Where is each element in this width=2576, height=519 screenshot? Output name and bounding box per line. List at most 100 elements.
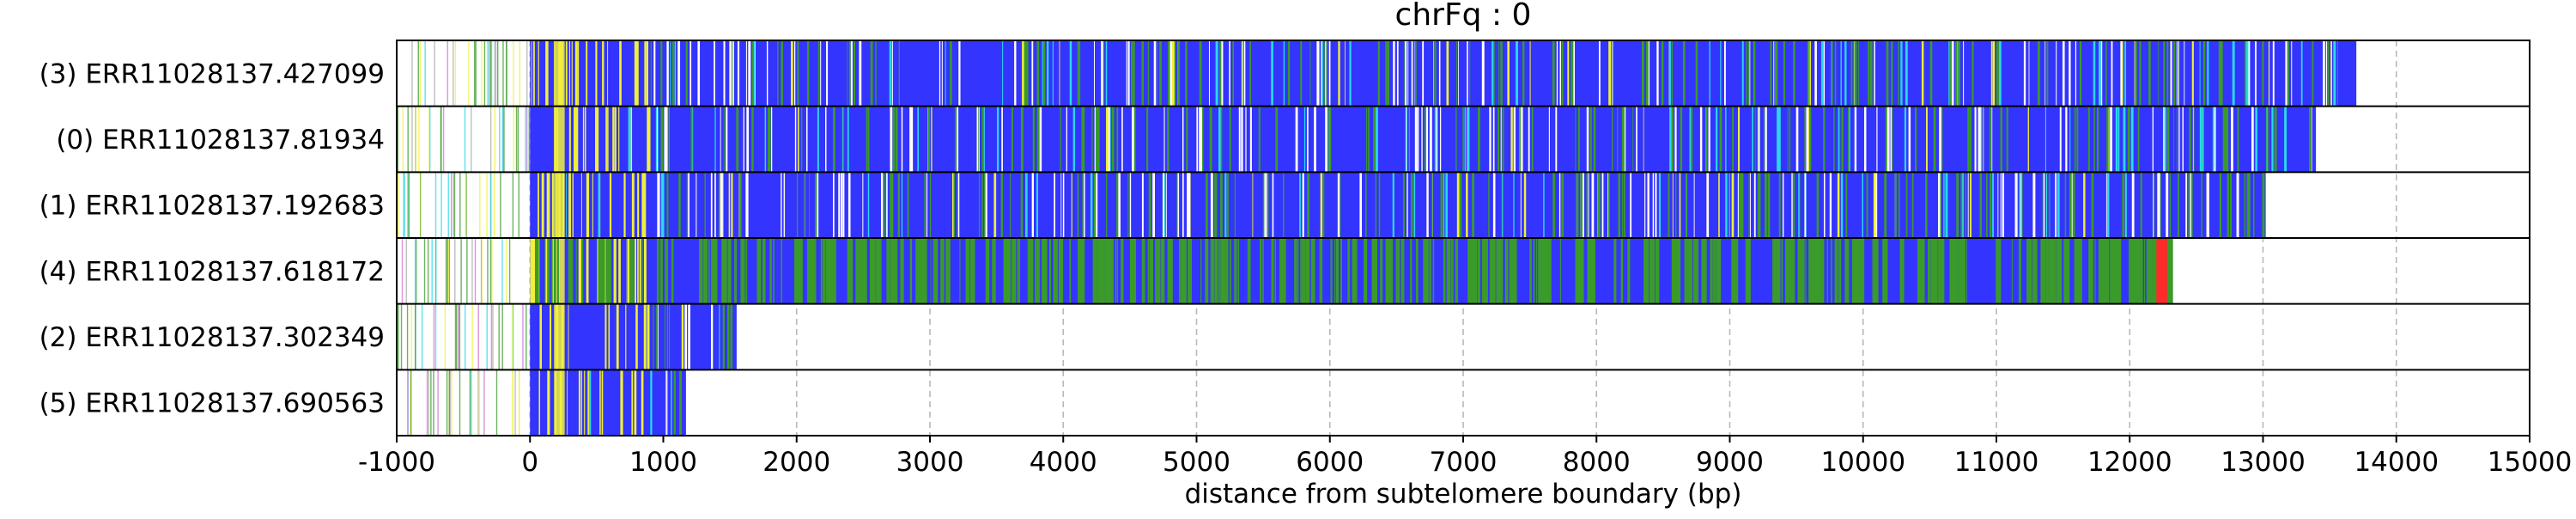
read-segment [1058, 238, 1064, 304]
read-body [530, 40, 2357, 107]
read-segment [1618, 172, 1621, 238]
read-segment [448, 369, 451, 436]
read-segment [1713, 238, 1716, 304]
read-segment [1318, 40, 1320, 107]
read-segment [1498, 238, 1504, 304]
read-segment [1513, 106, 1516, 173]
read-segment [854, 40, 855, 107]
read-segment [598, 172, 601, 238]
read-segment [900, 238, 904, 304]
read-segment [608, 303, 611, 370]
read-segment [411, 40, 413, 107]
read-segment [1837, 172, 1840, 238]
read-segment [1838, 106, 1840, 173]
read-segment [794, 106, 797, 173]
read-segment [1234, 172, 1236, 238]
read-segment [957, 172, 960, 238]
read-segment [1466, 172, 1468, 238]
read-segment [2199, 106, 2202, 173]
read-segment [2309, 106, 2312, 173]
read-segment [1072, 106, 1076, 173]
read-segment [420, 172, 422, 238]
read-segment [684, 303, 688, 370]
read-segment [1668, 40, 1671, 107]
read-segment [1750, 172, 1751, 238]
read-segment [727, 238, 731, 304]
read-segment [574, 40, 578, 107]
read-segment [2170, 40, 2172, 107]
read-segment [618, 238, 621, 304]
read-segment [646, 40, 649, 107]
read-segment [1492, 172, 1496, 238]
read-segment [1366, 106, 1368, 173]
read-segment [1745, 238, 1751, 304]
read-segment [2173, 40, 2176, 107]
read-segment [2189, 106, 2191, 173]
read-segment [917, 106, 920, 173]
read-segment [945, 238, 951, 304]
read-segment [2284, 106, 2287, 173]
read-segment [1106, 106, 1109, 173]
read-segment [1478, 106, 1480, 173]
read-segment [1320, 172, 1322, 238]
read-segment [1967, 172, 1969, 238]
read-segment [1741, 172, 1744, 238]
read-segment [453, 172, 454, 238]
read-segment [612, 106, 615, 173]
read-segment [2074, 238, 2080, 304]
read-segment [1141, 40, 1143, 107]
read-segment [478, 369, 480, 436]
read-segment [1759, 172, 1761, 238]
read-segment [1753, 40, 1756, 107]
read-segment [2144, 238, 2146, 304]
read-segment [578, 238, 581, 304]
read-segment [688, 172, 690, 238]
read-segment [1226, 172, 1229, 238]
read-segment [1529, 238, 1532, 304]
read-segment [896, 106, 898, 173]
read-segment [1915, 106, 1917, 173]
read-segment [2164, 106, 2166, 173]
read-segment [1844, 238, 1847, 304]
read-segment [1938, 238, 1941, 304]
read-segment [500, 172, 501, 238]
read-segment [1685, 172, 1687, 238]
read-segment [690, 106, 693, 173]
read-segment [1748, 40, 1750, 107]
read-track [411, 40, 2357, 107]
read-segment [1417, 106, 1419, 173]
read-segment [1669, 106, 1672, 173]
read-segment [909, 238, 913, 304]
read-segment [984, 172, 987, 238]
read-segment [958, 40, 961, 107]
read-segment [1022, 40, 1024, 107]
read-segment [643, 238, 647, 304]
read-segment [2309, 106, 2311, 173]
read-segment [634, 238, 637, 304]
read-segment [950, 40, 952, 107]
read-segment [1214, 172, 1217, 238]
read-segment [623, 172, 626, 238]
read-segment [907, 172, 909, 238]
read-segment [870, 40, 873, 107]
read-segment [1647, 172, 1649, 238]
read-segment [891, 40, 893, 107]
read-segment [924, 172, 926, 238]
read-segment [627, 238, 634, 304]
read-segment [1271, 238, 1274, 304]
read-segment [2122, 172, 2125, 238]
read-segment [931, 106, 933, 173]
read-segment [1392, 172, 1394, 238]
read-segment [1978, 106, 1981, 173]
read-segment [445, 238, 447, 304]
read-segment [978, 106, 980, 173]
read-segment [1808, 106, 1812, 173]
read-segment [1400, 238, 1405, 304]
read-segment [921, 238, 927, 304]
read-segment [2098, 238, 2102, 304]
read-segment [1488, 172, 1490, 238]
read-segment [714, 172, 716, 238]
read-segment [1845, 172, 1848, 238]
read-segment [635, 40, 639, 107]
read-segment [1429, 238, 1431, 304]
